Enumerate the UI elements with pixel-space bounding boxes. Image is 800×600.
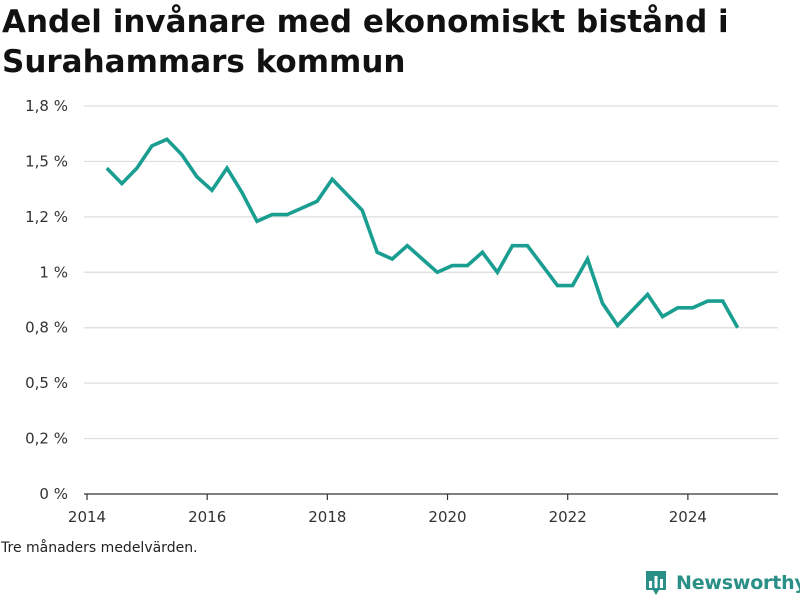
chart-title: Andel invånare med ekonomiskt bistånd i … (2, 4, 729, 80)
series-line (105, 137, 740, 329)
x-tick-label: 2018 (308, 508, 346, 526)
y-tick-label: 1,2 % (25, 208, 68, 226)
y-tick-label: 1 % (39, 263, 68, 281)
y-axis-tick-labels: 0 % 0,2 % 0,5 % 0,8 % 1 % 1,2 % 1,5 % 1,8 % (25, 97, 68, 503)
x-tick-label: 2016 (188, 508, 226, 526)
footnote: Tre månaders medelvärden. (1, 540, 198, 556)
x-tick-label: 2020 (428, 508, 466, 526)
series-lines (105, 137, 740, 329)
gridlines (84, 105, 778, 440)
y-tick-label: 0,5 % (25, 374, 68, 392)
y-tick-label: 0,2 % (25, 430, 68, 448)
x-axis: 2014 2016 2018 2020 2022 2024 (68, 493, 778, 526)
y-tick-label: 1,5 % (25, 152, 68, 170)
y-tick-label: 0 % (39, 485, 68, 503)
y-tick-label: 0,8 % (25, 319, 68, 337)
newsworthy-logo[interactable]: Newsworthy (644, 568, 800, 598)
x-tick-label: 2022 (549, 508, 587, 526)
x-tick-label: 2014 (68, 508, 106, 526)
brand-name: Newsworthy (676, 572, 800, 594)
newsworthy-chart-icon (646, 571, 666, 595)
x-tick-label: 2024 (669, 508, 707, 526)
y-tick-label: 1,8 % (25, 97, 68, 115)
